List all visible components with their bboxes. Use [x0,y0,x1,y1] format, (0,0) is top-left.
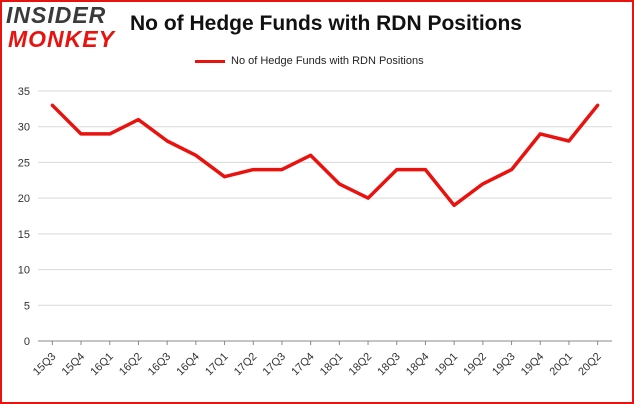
x-tick-label: 19Q1 [433,351,461,379]
data-point [223,175,226,178]
y-tick-label: 5 [24,300,30,312]
series-line [50,103,600,208]
x-tick-label: 17Q4 [289,351,317,379]
x-tick-label: 20Q1 [548,351,576,379]
y-tick-label: 30 [18,122,30,134]
data-point [165,139,169,143]
x-tick-label: 16Q4 [174,351,202,379]
y-tick-label: 15 [18,229,30,241]
insider-monkey-logo: INSIDER MONKEY [6,4,118,54]
data-point [539,132,542,136]
data-point [510,168,513,171]
x-tick-label: 19Q3 [490,351,518,379]
data-point [395,168,398,171]
y-tick-label: 10 [18,265,30,277]
data-point [567,139,571,143]
data-point [51,104,54,107]
data-point [252,168,255,171]
data-point [424,168,427,171]
chart-title: No of Hedge Funds with RDN Positions [130,12,522,35]
legend-label: No of Hedge Funds with RDN Positions [231,55,424,67]
logo-line2: MONKEY [8,26,115,52]
y-tick-label: 0 [24,336,30,348]
data-point [481,182,485,186]
x-tick-label: 15Q4 [60,351,88,379]
legend-swatch [195,59,225,63]
x-tick-label: 18Q1 [318,351,346,379]
x-tick-label: 18Q2 [347,351,375,379]
data-point [452,204,456,207]
data-point [137,118,140,121]
x-tick-label: 20Q2 [576,351,604,379]
x-tick-label: 19Q4 [519,351,547,379]
y-tick-label: 35 [18,86,30,98]
logo-line1: INSIDER [6,2,107,28]
x-tick-label: 19Q2 [461,351,489,379]
x-tick-label: 18Q4 [404,351,432,379]
y-tick-label: 25 [18,157,30,169]
data-point [366,196,370,200]
data-point [280,168,284,171]
x-tick-label: 16Q3 [146,351,174,379]
chart-legend: No of Hedge Funds with RDN Positions [195,55,424,67]
x-tick-label: 17Q3 [261,351,289,379]
x-tick-label: 15Q3 [31,351,59,379]
data-point [108,132,111,136]
data-point [79,132,83,136]
x-tick-label: 16Q1 [88,351,116,379]
x-tick-label: 17Q2 [232,351,260,379]
data-point [309,154,312,157]
x-tick-label: 16Q2 [117,351,145,379]
x-tick-label: 17Q1 [203,351,231,379]
x-tick-label: 18Q3 [375,351,403,379]
y-tick-label: 20 [18,193,30,205]
data-point [194,154,198,157]
data-point [596,104,599,107]
data-point [338,182,341,186]
